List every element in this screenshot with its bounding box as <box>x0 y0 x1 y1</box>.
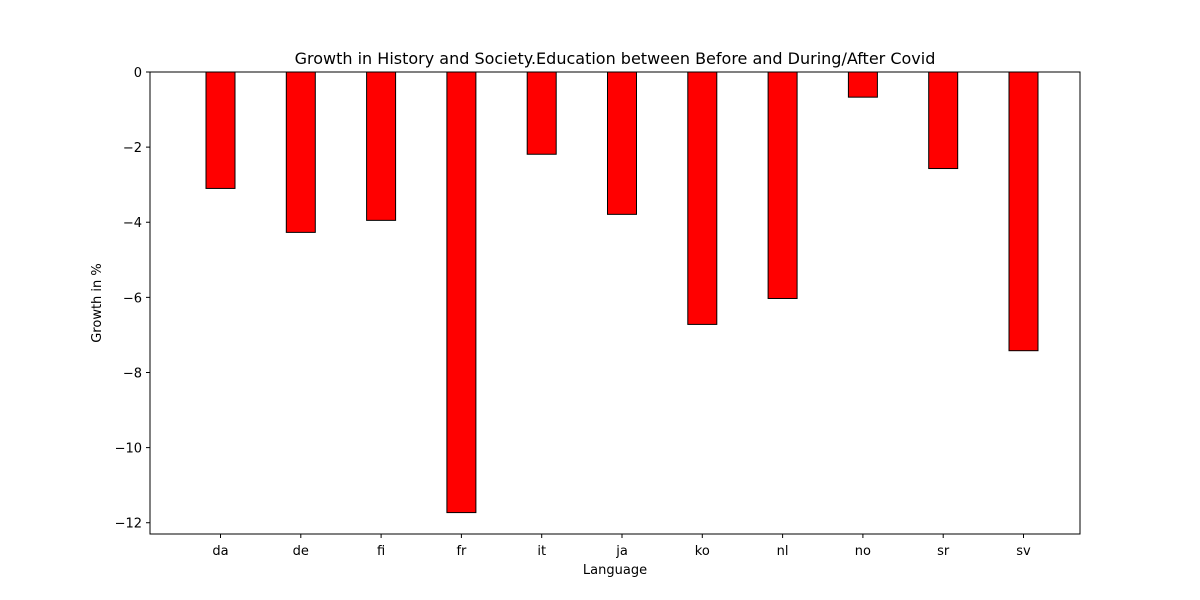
y-axis-label: Growth in % <box>90 263 105 343</box>
bar-sr <box>928 71 959 170</box>
x-tick-label: it <box>537 544 546 559</box>
bar-ja <box>607 71 637 215</box>
bars-group <box>205 71 1039 514</box>
y-tick-label: −10 <box>115 442 142 457</box>
bar-nl <box>767 71 798 299</box>
y-tick-label: −12 <box>115 517 142 532</box>
y-tick-label: −4 <box>123 216 142 231</box>
bar-no <box>847 71 878 98</box>
x-tick-label: fi <box>377 544 385 559</box>
y-axis-ticks: 0 −2 −4 −6 −8 −10 −12 <box>115 66 150 532</box>
bar-it <box>526 71 557 155</box>
x-tick-label: no <box>855 544 871 559</box>
y-tick-label: −8 <box>123 366 142 381</box>
x-axis-ticks: da de fi fr it ja ko nl no sr sv <box>212 534 1031 559</box>
y-tick-label: −6 <box>123 291 142 306</box>
x-tick-label: sr <box>937 544 950 559</box>
bar-fi <box>366 71 397 221</box>
x-axis-label: Language <box>583 563 647 578</box>
x-tick-label: fr <box>456 544 467 559</box>
x-tick-label: de <box>293 544 309 559</box>
y-tick-label: 0 <box>134 66 142 81</box>
bar-de <box>285 71 316 233</box>
plot-frame <box>149 71 1081 535</box>
bar-da <box>205 71 236 189</box>
x-tick-label: ja <box>615 544 628 559</box>
x-tick-label: da <box>212 544 228 559</box>
y-tick-label: −2 <box>123 141 142 156</box>
bar-ko <box>687 71 718 325</box>
bar-sv <box>1008 71 1039 352</box>
chart-title: Growth in History and Society.Education … <box>295 49 936 68</box>
x-tick-label: sv <box>1016 544 1031 559</box>
x-tick-label: ko <box>695 544 710 559</box>
x-tick-label: nl <box>777 544 789 559</box>
bar-fr <box>446 71 477 514</box>
